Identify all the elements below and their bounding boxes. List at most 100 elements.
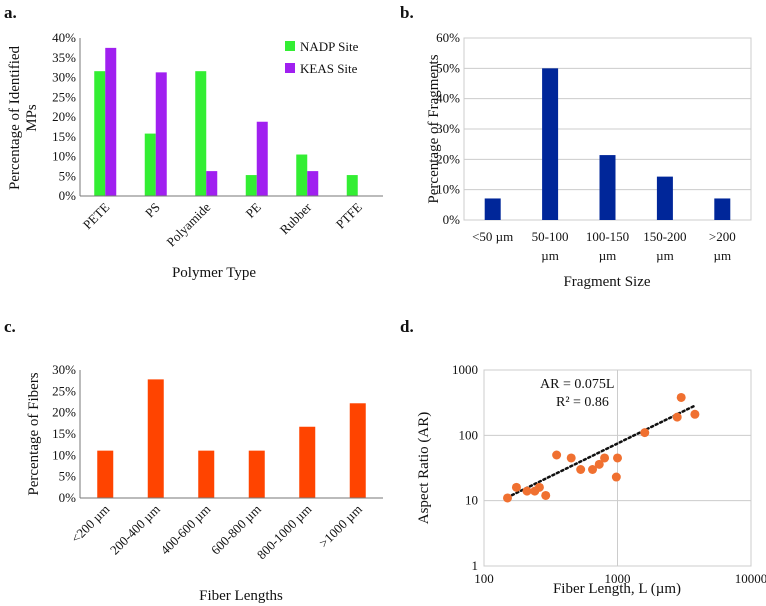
bar-nadp-site-pe — [245, 175, 257, 196]
scatter-point — [588, 464, 598, 474]
panel-c-x-tick: >1000 µm — [316, 502, 365, 551]
panel-b-x-tick: 150-200 µm — [643, 229, 686, 263]
panel-b-y-title: Percentage of Fragments — [426, 54, 442, 203]
scatter-point — [600, 453, 610, 463]
panel-d-x-title: Fiber Length, L (µm) — [553, 581, 681, 597]
legend-label-nadp: NADP Site — [300, 39, 359, 54]
panel-c-y-tick: 30% — [52, 362, 76, 377]
panel-a-y-ticks: 0% 5% 10% 15% 20% 25% 30% 35% 40% — [52, 30, 76, 203]
panel-d-y-tick: 10 — [465, 493, 478, 508]
panel-d-y-title: Aspect Ratio (AR) — [416, 412, 432, 524]
panel-a-y-tick: 35% — [52, 50, 76, 65]
bar-keas-site-pete — [105, 47, 117, 196]
bar-400-600-m — [198, 450, 215, 498]
panel-a-x-tick: Rubber — [277, 199, 315, 237]
panel-a: a. 0% 5% 10% 15% 20% 25% 30% 35% 40% PETE PS Polya… — [4, 3, 383, 281]
panel-b-y-tick: 60% — [436, 30, 460, 45]
panel-b-x-title: Fragment Size — [563, 274, 650, 290]
panel-b-y-ticks: 0% 10% 20% 30% 40% 50% 60% — [436, 30, 751, 227]
panel-a-y-title-line1: Percentage of Identified — [7, 45, 23, 190]
scatter-point — [690, 409, 700, 419]
panel-b-letter: b. — [400, 3, 414, 22]
panel-b-x-tick: 100-150 µm — [586, 229, 629, 263]
panel-c-y-tick: 20% — [52, 405, 76, 420]
panel-d: d. 1 10 100 1000 100 1000 10000 AR = 0.075L R… — [400, 317, 766, 597]
scatter-point — [672, 412, 682, 422]
bar-keas-site-rubber — [307, 171, 319, 196]
bar-nadp-site-ps — [144, 133, 156, 196]
scatter-point — [611, 472, 621, 482]
panel-a-y-title-line2: MPs — [24, 104, 40, 132]
bar-200-m — [97, 450, 114, 498]
panel-a-y-tick: 30% — [52, 70, 76, 85]
panel-a-x-title: Polymer Type — [172, 265, 256, 281]
panel-d-points — [503, 392, 700, 503]
scatter-point — [640, 428, 650, 438]
panel-c-y-ticks: 0% 5% 10% 15% 20% 25% 30% — [52, 362, 76, 505]
panel-d-y-tick: 100 — [459, 427, 479, 442]
panel-c-x-tick: 400-600 µm — [157, 502, 213, 558]
panel-c-y-tick: 25% — [52, 383, 76, 398]
panel-a-y-tick: 10% — [52, 149, 76, 164]
panel-c-bars — [97, 379, 366, 498]
panel-d-x-tick: 10000 — [735, 571, 766, 586]
panel-c-y-tick: 0% — [59, 490, 77, 505]
panel-b-y-tick: 30% — [436, 121, 460, 136]
panel-a-letter: a. — [4, 3, 17, 22]
panel-d-y-tick: 1 — [472, 558, 479, 573]
panel-b-bars — [484, 68, 731, 220]
panel-a-y-tick: 0% — [59, 188, 77, 203]
scatter-point — [594, 459, 604, 469]
panel-b-y-tick: 20% — [436, 151, 460, 166]
panel-c-x-tick: <200 µm — [68, 502, 112, 546]
bar-nadp-site-pete — [94, 71, 106, 196]
scatter-point — [503, 493, 513, 503]
panel-b-y-tick: 10% — [436, 182, 460, 197]
scatter-point — [566, 453, 576, 463]
bar-50-m — [484, 198, 501, 220]
bar-200-m — [714, 198, 731, 220]
legend-swatch-keas — [285, 63, 295, 73]
panel-b-y-tick: 0% — [443, 212, 461, 227]
bar-800-1000-m — [299, 426, 316, 498]
panel-a-x-tick: Polyamide — [163, 199, 213, 249]
bar-nadp-site-rubber — [296, 154, 308, 196]
bar-200-400-m — [147, 379, 164, 498]
bar-50-100-m — [542, 68, 559, 220]
bar-nadp-site-ptfe — [346, 175, 358, 196]
scatter-point — [522, 486, 532, 496]
panel-c-y-tick: 10% — [52, 447, 76, 462]
bar-150-200-m — [656, 176, 673, 220]
panel-a-x-tick: PTFE — [333, 199, 365, 231]
panel-d-x-tick: 1000 — [605, 571, 631, 586]
panel-d-r-squared: R² = 0.86 — [556, 395, 609, 410]
panel-c-y-tick: 5% — [59, 469, 77, 484]
panel-c-y-title: Percentage of Fibers — [26, 372, 42, 495]
panel-a-y-tick: 20% — [52, 109, 76, 124]
panel-c-x-tick: 200-400 µm — [107, 502, 163, 558]
panel-d-grid — [483, 369, 752, 567]
panel-d-letter: d. — [400, 317, 414, 336]
panel-d-y-ticks: 1 10 100 1000 — [452, 362, 478, 573]
scatter-point — [676, 392, 686, 402]
panel-c-letter: c. — [4, 317, 16, 336]
panel-a-y-tick: 5% — [59, 168, 77, 183]
panel-a-bars — [94, 47, 358, 196]
scatter-point — [511, 482, 521, 492]
panel-b: b. 0% 10% 20% 30% 40% 50% 60% <50 µm 50-100 µm 10… — [400, 3, 752, 290]
panel-a-x-ticks: PETE PS Polyamide PE Rubber PTFE — [80, 199, 365, 249]
panel-b-x-ticks: <50 µm 50-100 µm 100-150 µm 150-200 µm >200 µm — [472, 229, 736, 263]
panel-b-x-tick: >200 µm — [709, 229, 736, 263]
panel-d-x-tick: 100 — [474, 571, 494, 586]
scatter-point — [613, 453, 622, 463]
panel-a-legend: NADP Site KEAS Site — [285, 39, 359, 76]
scatter-point — [534, 482, 544, 492]
legend-label-keas: KEAS Site — [300, 61, 358, 76]
legend-swatch-nadp — [285, 41, 295, 51]
scatter-point — [576, 464, 586, 474]
bar-100-150-m — [599, 155, 616, 220]
panel-d-y-tick: 1000 — [452, 362, 478, 377]
bar-1000-m — [349, 403, 366, 498]
panel-c-y-tick: 15% — [52, 426, 76, 441]
